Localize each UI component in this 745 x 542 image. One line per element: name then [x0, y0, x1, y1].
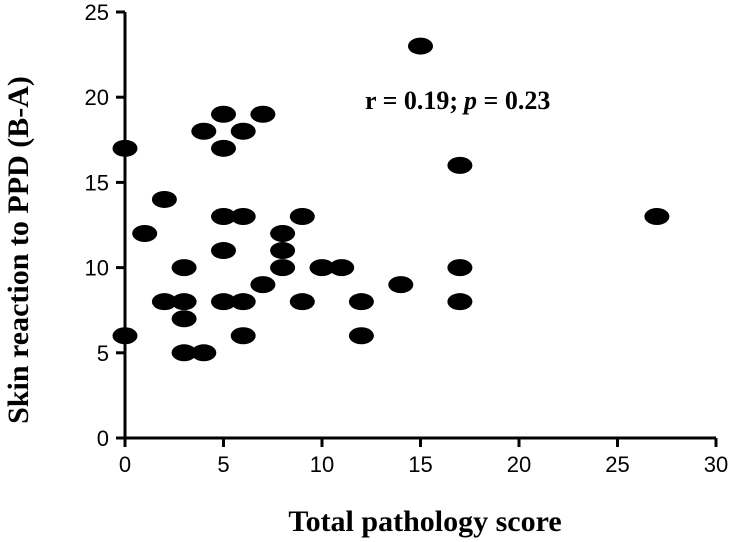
data-point — [230, 327, 256, 345]
x-tick-label: 25 — [605, 452, 629, 477]
data-point — [171, 310, 197, 328]
data-point — [211, 293, 236, 311]
data-point — [211, 105, 236, 123]
data-point — [388, 276, 414, 294]
data-point — [230, 122, 256, 140]
x-tick-label: 5 — [217, 452, 229, 477]
data-points — [112, 37, 670, 362]
y-tick-label: 20 — [85, 85, 109, 110]
data-point — [270, 242, 296, 260]
data-point — [447, 259, 473, 277]
y-tick-label: 25 — [85, 0, 109, 25]
data-point — [289, 293, 315, 311]
data-point — [151, 293, 177, 311]
annotation-p-symbol: p — [462, 86, 477, 115]
data-point — [329, 259, 355, 277]
y-tick-label: 10 — [85, 256, 109, 281]
x-tick-label: 30 — [704, 452, 728, 477]
data-point — [447, 293, 473, 311]
data-point — [191, 122, 217, 140]
data-point — [112, 139, 138, 157]
data-point — [211, 139, 236, 157]
y-axis-title: Skin reaction to PPD (B-A) — [2, 76, 35, 424]
data-point — [447, 156, 473, 174]
data-point — [348, 293, 374, 311]
axes — [123, 12, 716, 440]
data-point — [171, 259, 197, 277]
correlation-annotation: r = 0.19; p = 0.23 — [365, 86, 550, 115]
x-tick-label: 0 — [119, 452, 131, 477]
data-point — [132, 225, 158, 243]
data-point — [151, 190, 177, 208]
x-tick-label: 15 — [408, 452, 432, 477]
data-point — [211, 242, 236, 260]
data-point — [250, 105, 276, 123]
data-point — [171, 293, 197, 311]
data-point — [171, 344, 197, 362]
data-point — [270, 259, 296, 277]
data-point — [211, 207, 236, 225]
x-axis-title: Total pathology score — [288, 505, 561, 538]
data-point — [230, 207, 256, 225]
annotation-r: r = 0.19; — [365, 86, 458, 115]
data-point — [644, 207, 670, 225]
y-tick-label: 15 — [85, 170, 109, 195]
ticks: 0 5 10 15 20 25 30 0 5 10 15 20 25 — [85, 0, 729, 477]
data-point — [289, 207, 315, 225]
data-point — [309, 259, 335, 277]
data-point — [348, 327, 374, 345]
data-point — [408, 37, 433, 55]
data-point — [191, 344, 217, 362]
y-tick-label: 0 — [97, 426, 109, 451]
x-tick-label: 20 — [507, 452, 531, 477]
data-point — [112, 327, 138, 345]
x-tick-label: 10 — [310, 452, 334, 477]
data-point — [230, 293, 256, 311]
annotation-p-value: = 0.23 — [477, 86, 550, 115]
data-point — [270, 225, 296, 243]
data-point — [250, 276, 276, 294]
y-tick-label: 5 — [97, 341, 109, 366]
